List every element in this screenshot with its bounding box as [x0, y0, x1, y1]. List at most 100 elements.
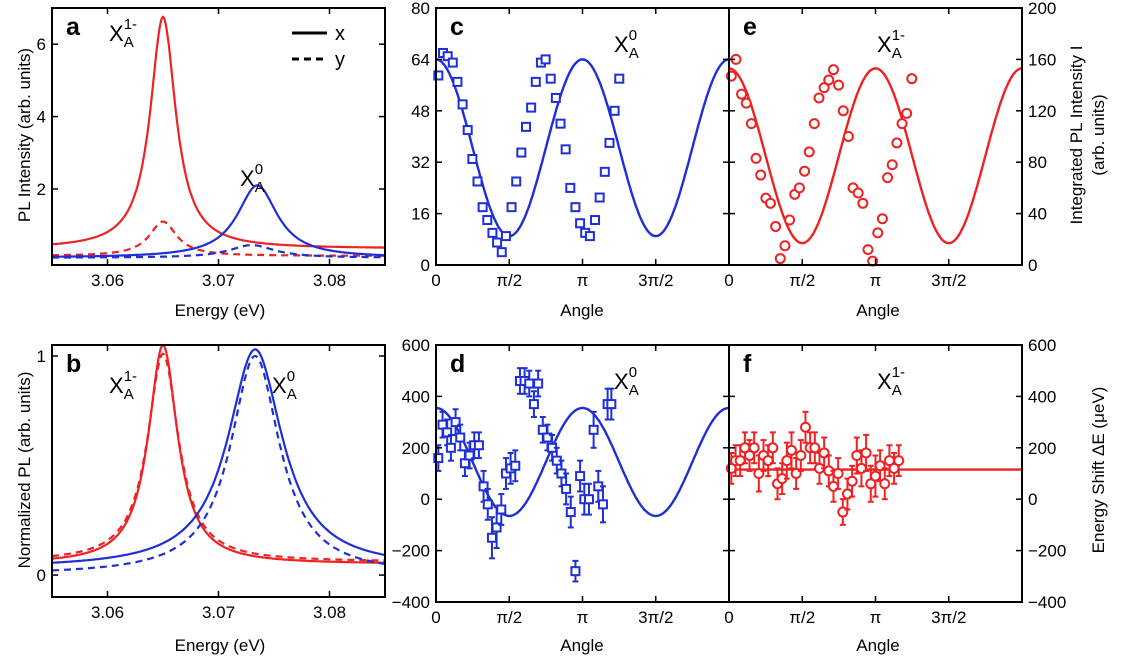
x-tick-label: 3.07: [202, 603, 235, 622]
series-red-x-solid: [51, 15, 385, 249]
y-tick-label: 400: [402, 387, 430, 406]
panel-letter-c: c: [450, 13, 464, 41]
data-point: [799, 421, 811, 433]
y-tick-label: −200: [392, 542, 430, 561]
data-point: [879, 478, 891, 490]
annotation-exciton-label: XA0: [614, 27, 639, 62]
data-point: [445, 442, 456, 453]
x-tick-label: π/2: [496, 608, 522, 627]
data-point: [570, 566, 581, 577]
data-point: [565, 507, 576, 518]
x-tick-label: π/2: [496, 271, 522, 290]
ylabel-right-top-line2: (arb. units): [1089, 94, 1108, 175]
annotation-exciton-label: XA0: [614, 364, 639, 399]
series-blue-y-dashed: [52, 354, 386, 572]
data-point: [477, 202, 488, 213]
data-point: [583, 494, 594, 505]
data-point: [575, 218, 586, 229]
data-point: [869, 470, 881, 482]
y-tick-label: 6: [37, 35, 46, 54]
xlabel-panel-b: Energy (eV): [175, 636, 266, 655]
y-tick-label: 200: [402, 439, 430, 458]
y-tick-label: −400: [1028, 593, 1066, 612]
data-point: [748, 442, 760, 454]
data-point: [496, 247, 507, 258]
data-point: [462, 125, 473, 136]
data-point: [803, 146, 815, 158]
data-point: [457, 99, 468, 110]
panel-e-charged-intensity: 0 π/2 π 3π/2 0 40 80 120 160 200 e XA1-: [724, 0, 1056, 290]
y-tick-label: 4: [37, 108, 46, 127]
data-point: [767, 442, 779, 454]
panel-c-neutral-intensity: 0 π/2 π 3π/2 0 16 32 48 64 80 c XA0: [411, 0, 730, 290]
y-tick-label: −400: [392, 593, 430, 612]
data-point: [740, 97, 752, 109]
data-point: [774, 253, 786, 265]
data-point: [765, 197, 777, 209]
data-point: [770, 220, 782, 232]
legend-label-y: y: [335, 49, 345, 71]
y-tick-label: 80: [411, 0, 430, 18]
data-point: [808, 118, 820, 130]
panel-letter-a: a: [66, 13, 81, 41]
data-point: [876, 213, 888, 225]
data-point: [590, 215, 601, 226]
data-point: [823, 74, 835, 86]
data-point: [750, 152, 762, 164]
y-tick-label: 200: [1028, 439, 1056, 458]
x-tick-label: π/2: [789, 271, 815, 290]
panel-letter-d: d: [450, 350, 465, 378]
y-tick-label: 1: [37, 347, 46, 366]
xlabel-panel-d: Angle: [560, 636, 603, 655]
data-point: [827, 64, 839, 76]
y-tick-label: 16: [411, 205, 430, 224]
x-tick-label: 3.08: [313, 271, 346, 290]
data-point: [799, 165, 811, 177]
data-point: [594, 192, 605, 203]
data-point: [433, 70, 444, 81]
y-tick-label: 48: [411, 102, 430, 121]
data-point: [597, 499, 608, 510]
data-point: [473, 440, 484, 451]
y-tick-label: 80: [1028, 153, 1047, 172]
data-point: [511, 176, 522, 187]
data-point: [784, 214, 796, 226]
x-tick-label: 3.06: [91, 603, 124, 622]
data-point: [516, 147, 527, 158]
data-point: [561, 483, 572, 494]
x-tick-label: π: [870, 271, 882, 290]
data-point: [487, 227, 498, 238]
y-tick-label: 0: [37, 566, 46, 585]
y-tick-label: 600: [402, 336, 430, 355]
series-red-y-dashed: [51, 352, 385, 562]
data-point: [818, 82, 830, 94]
x-tick-label: 3.06: [91, 271, 124, 290]
ylabel-right-top-line1: Integrated PL Intensity I: [1067, 46, 1086, 225]
data-point: [891, 137, 903, 149]
x-tick-label: 3π/2: [931, 608, 966, 627]
data-point: [882, 172, 894, 184]
data-point: [452, 76, 463, 87]
data-point: [852, 187, 864, 199]
data-point: [486, 532, 497, 543]
data-point: [795, 450, 807, 462]
data-point: [588, 424, 599, 435]
fit-curve: [435, 58, 730, 238]
data-point: [500, 231, 511, 242]
data-point: [901, 107, 913, 119]
data-point: [862, 244, 874, 256]
data-point: [857, 197, 869, 209]
x-tick-label: π: [577, 608, 589, 627]
data-point: [433, 453, 444, 464]
data-point: [614, 73, 625, 84]
data-point: [609, 105, 620, 116]
y-tick-label: 600: [1028, 336, 1056, 355]
data-point: [482, 215, 493, 226]
y-tick-label: 0: [1028, 256, 1037, 275]
data-point: [793, 182, 805, 194]
data-point: [478, 481, 489, 492]
data-point: [472, 176, 483, 187]
panel-letter-b: b: [66, 350, 81, 378]
data-point: [599, 166, 610, 177]
